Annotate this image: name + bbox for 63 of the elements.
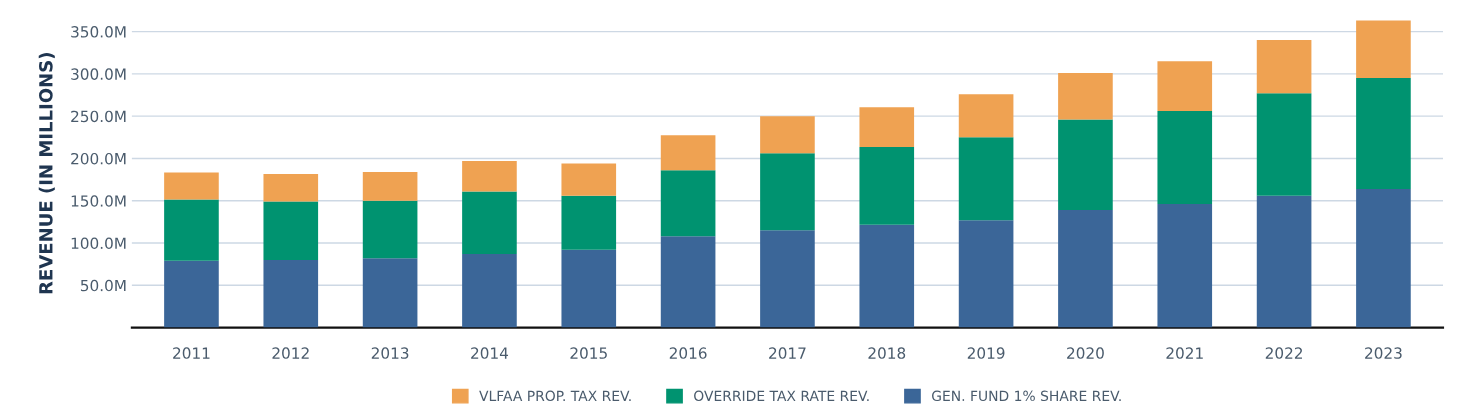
bar	[1058, 73, 1113, 120]
bar	[958, 220, 1014, 328]
x-tick-label: 2023	[1365, 347, 1402, 359]
bar	[164, 172, 219, 200]
bar	[561, 195, 617, 250]
y-tick-label: 200.0M	[71, 152, 126, 165]
bar	[1356, 78, 1411, 189]
x-tick-label: 2018	[868, 347, 906, 359]
bar	[561, 249, 617, 328]
bar	[660, 236, 716, 328]
bar	[760, 230, 815, 328]
x-tick-label: 2022	[1265, 347, 1302, 359]
bar	[760, 116, 815, 154]
y-tick-label: 150.0M	[71, 195, 126, 207]
x-tick-label: 2013	[371, 347, 409, 359]
bar	[859, 147, 915, 225]
y-tick-label: 100.0M	[71, 237, 126, 250]
bar	[362, 171, 418, 201]
x-tick-label: 2015	[570, 347, 607, 359]
bar	[859, 107, 915, 148]
legend-label: OVERRIDE TAX RATE REV.	[694, 390, 869, 402]
bar	[660, 170, 716, 237]
bar	[1256, 40, 1312, 94]
bar	[362, 200, 418, 259]
bar	[760, 153, 815, 231]
bar	[164, 260, 219, 328]
bar	[1157, 61, 1213, 112]
bar	[958, 94, 1014, 138]
bar	[660, 135, 716, 171]
bar	[462, 254, 517, 328]
bar	[462, 160, 517, 192]
bar	[1157, 111, 1213, 205]
legend-label: GEN. FUND 1% SHARE REV.	[932, 390, 1121, 402]
x-tick-label: 2011	[173, 347, 210, 359]
bar	[263, 201, 319, 260]
x-tick-label: 2017	[769, 347, 806, 359]
legend-label: VLFAA PROP. TAX REV.	[479, 390, 631, 402]
x-tick-label: 2021	[1166, 347, 1203, 359]
bar	[1356, 20, 1411, 79]
bar	[263, 174, 319, 202]
bar	[958, 137, 1014, 221]
y-tick-label: 250.0M	[71, 110, 126, 123]
bar	[561, 163, 617, 196]
bar	[263, 259, 319, 328]
bar	[1058, 119, 1113, 211]
y-tick-label: 300.0M	[71, 68, 126, 80]
bar	[462, 191, 517, 255]
bar	[1356, 188, 1411, 328]
bar	[1256, 93, 1312, 196]
x-tick-label: 2016	[669, 347, 707, 359]
y-tick-label: 50.0M	[80, 279, 126, 292]
x-tick-label: 2012	[272, 347, 309, 359]
bar	[164, 199, 219, 261]
y-tick-label: 350.0M	[71, 26, 126, 38]
bar	[859, 224, 915, 328]
bar	[362, 258, 418, 328]
bar	[1157, 204, 1213, 328]
x-tick-label: 2020	[1067, 347, 1104, 359]
bar	[1256, 195, 1312, 328]
bar	[1058, 210, 1113, 328]
x-tick-label: 2014	[471, 347, 509, 359]
x-tick-label: 2019	[967, 347, 1005, 359]
y-axis-title: REVENUE (IN MILLIONS)	[38, 53, 55, 294]
